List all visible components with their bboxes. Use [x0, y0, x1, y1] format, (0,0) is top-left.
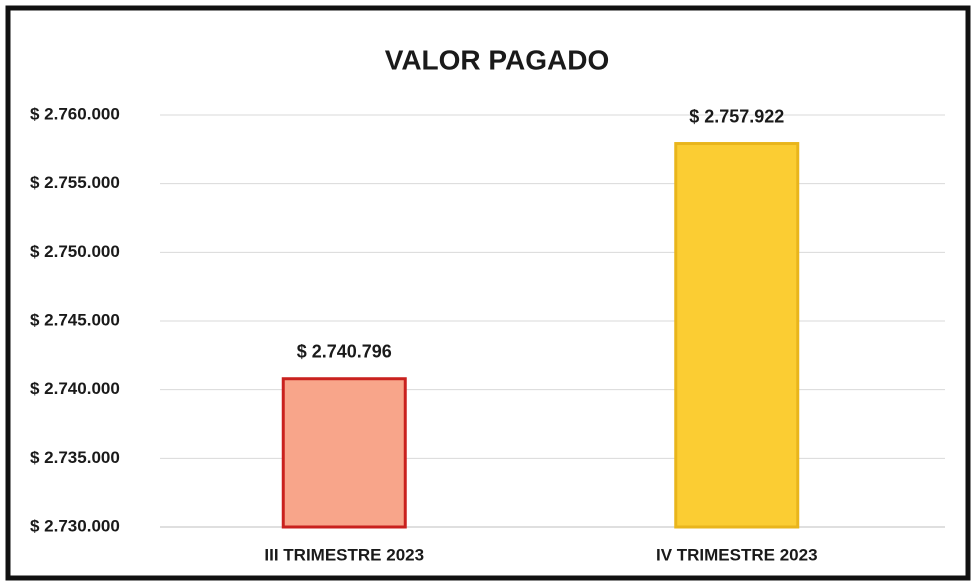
y-tick-label: $ 2.745.000: [30, 310, 120, 329]
chart-frame: [5, 5, 971, 581]
x-tick-label: IV TRIMESTRE 2023: [656, 545, 818, 564]
y-tick-label: $ 2.740.000: [30, 379, 120, 398]
value-label: $ 2.740.796: [297, 341, 392, 361]
bar: [674, 142, 800, 529]
y-tick-label: $ 2.750.000: [30, 242, 120, 261]
y-tick-label: $ 2.760.000: [30, 104, 120, 123]
bar: [281, 377, 407, 529]
value-label: $ 2.757.922: [689, 106, 784, 126]
y-tick-label: $ 2.730.000: [30, 516, 120, 535]
chart-title: VALOR PAGADO: [385, 44, 610, 75]
y-tick-label: $ 2.735.000: [30, 448, 120, 467]
y-tick-label: $ 2.755.000: [30, 173, 120, 192]
x-tick-label: III TRIMESTRE 2023: [264, 545, 424, 564]
